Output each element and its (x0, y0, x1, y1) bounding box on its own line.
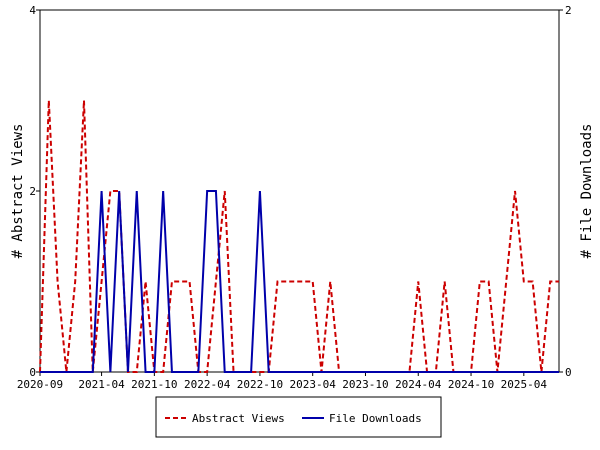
series-line-abstract-views (39, 100, 559, 373)
y-tick-label: 4 (29, 4, 36, 17)
chart-legend: Abstract Views File Downloads (155, 396, 442, 438)
y-tick-label: 0 (29, 366, 36, 379)
y2-tick-label: 2 (565, 4, 572, 17)
legend-box (155, 396, 442, 438)
legend-label: File Downloads (329, 412, 422, 425)
chart-axes: 2020-09 2021-04 2021-10 2022-04 2022-10 2023-… (10, 4, 595, 391)
y-tick-label: 2 (29, 185, 36, 198)
x-tick-label: 2024-10 (448, 378, 494, 391)
x-tick-label: 2023-04 (290, 378, 337, 391)
chart-series (39, 100, 559, 373)
y-axis-title: # Abstract Views (10, 124, 26, 259)
y2-axis-title: # File Downloads (579, 124, 595, 259)
x-tick-label: 2021-04 (78, 378, 125, 391)
x-tick-label: 2020-09 (17, 378, 63, 391)
x-tick-label: 2023-10 (342, 378, 388, 391)
series-line-file-downloads (40, 190, 559, 373)
legend-label: Abstract Views (192, 412, 285, 425)
x-tick-label: 2022-04 (184, 378, 231, 391)
x-tick-label: 2024-04 (395, 378, 442, 391)
x-tick-label: 2022-10 (237, 378, 283, 391)
y2-tick-label: 0 (565, 366, 572, 379)
x-tick-label: 2021-10 (131, 378, 177, 391)
x-tick-label: 2025-04 (501, 378, 548, 391)
